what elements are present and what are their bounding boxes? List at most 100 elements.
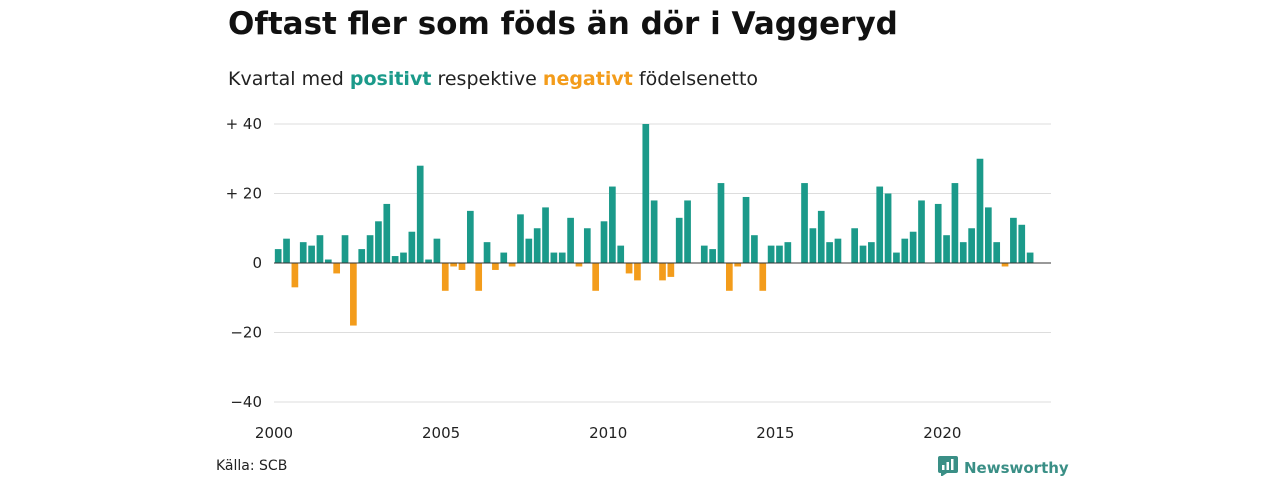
bar [709,249,716,263]
bar [951,183,959,263]
bar [993,242,1001,263]
bar [383,203,391,263]
bar [525,238,533,263]
bar [291,263,299,288]
subtitle-positive-word: positivt [349,68,432,90]
bar [592,263,600,291]
bar [751,235,758,263]
bar [475,263,483,291]
bar [425,259,432,263]
bar [625,263,633,274]
y-tick-label: 0 [252,254,262,272]
bar [868,242,875,263]
bar [466,210,474,263]
x-tick-label: 2005 [422,424,460,442]
bar [558,252,566,263]
brand-name: Newsworthy [964,459,1069,477]
bar [341,235,349,263]
y-tick-label: + 20 [226,185,262,203]
bar [934,203,942,263]
chart-title: Oftast fler som föds än dör i Vaggeryd [228,6,898,42]
bar [801,183,808,263]
bar [366,235,374,263]
x-tick-label: 2000 [255,424,293,442]
bar [734,263,742,267]
bar [667,263,675,277]
bar [617,245,625,263]
bar [324,259,332,263]
subtitle-suffix: födelsenetto [638,68,759,90]
grid-layer [274,123,1051,403]
x-tick-label: 2010 [589,424,627,442]
bar [416,165,424,263]
y-tick-label: −20 [230,324,262,342]
bar [575,263,583,267]
x-tick-label: 2015 [756,424,794,442]
bar [809,228,817,263]
bar [1010,217,1017,263]
bar [959,242,967,263]
bar [859,245,867,263]
chart-subtitle: Kvartal med positivt respektive negativt… [228,68,758,90]
bar [433,238,441,263]
bar [717,183,725,263]
bar [609,186,616,263]
bars-layer [274,124,1034,326]
bar [650,200,658,263]
bar [517,214,524,263]
bar [458,263,466,270]
bar [508,263,516,267]
bar [400,252,407,263]
bar [358,249,366,263]
bar [583,228,591,263]
bar [943,235,950,263]
bar [441,263,449,291]
bar [567,217,574,263]
subtitle-negative-word: negativt [542,68,633,90]
bar [893,252,900,263]
bar [976,158,984,263]
bar [759,263,767,291]
bar [659,263,666,281]
y-tick-label: + 40 [226,115,262,133]
bar [834,238,842,263]
bar [725,263,733,291]
subtitle-prefix: Kvartal med [228,68,344,90]
x-tick-label: 2020 [923,424,961,442]
bar [500,252,508,263]
bar [901,238,909,263]
bar [391,256,399,263]
bar [375,221,382,263]
bar [283,238,290,263]
bar [1026,252,1034,263]
bar [600,221,608,263]
bar [851,228,859,263]
bar [876,186,884,263]
bar [1001,263,1009,267]
bar [826,242,833,263]
bar [700,245,708,263]
bar [308,245,315,263]
bar [984,207,992,263]
bar [450,263,457,267]
newsworthy-logo-icon [938,456,958,480]
bar [642,124,650,263]
bar [784,242,792,263]
bar [675,217,683,263]
bar [968,228,975,263]
bar [742,196,750,263]
bar [1018,224,1026,263]
bar [408,231,416,263]
bar [909,231,917,263]
bar [817,210,825,263]
bar [634,263,641,281]
subtitle-middle: respektive [437,68,537,90]
bar [333,263,341,274]
axis-layer: + 40 + 20 0 −20 −40 2000 2005 2010 2015 2020 [226,115,1051,442]
bar [350,263,357,326]
bar [492,263,499,270]
bar [542,207,549,263]
bar [884,193,892,263]
brand: Newsworthy [938,456,1069,480]
source-note: Källa: SCB [216,458,288,474]
